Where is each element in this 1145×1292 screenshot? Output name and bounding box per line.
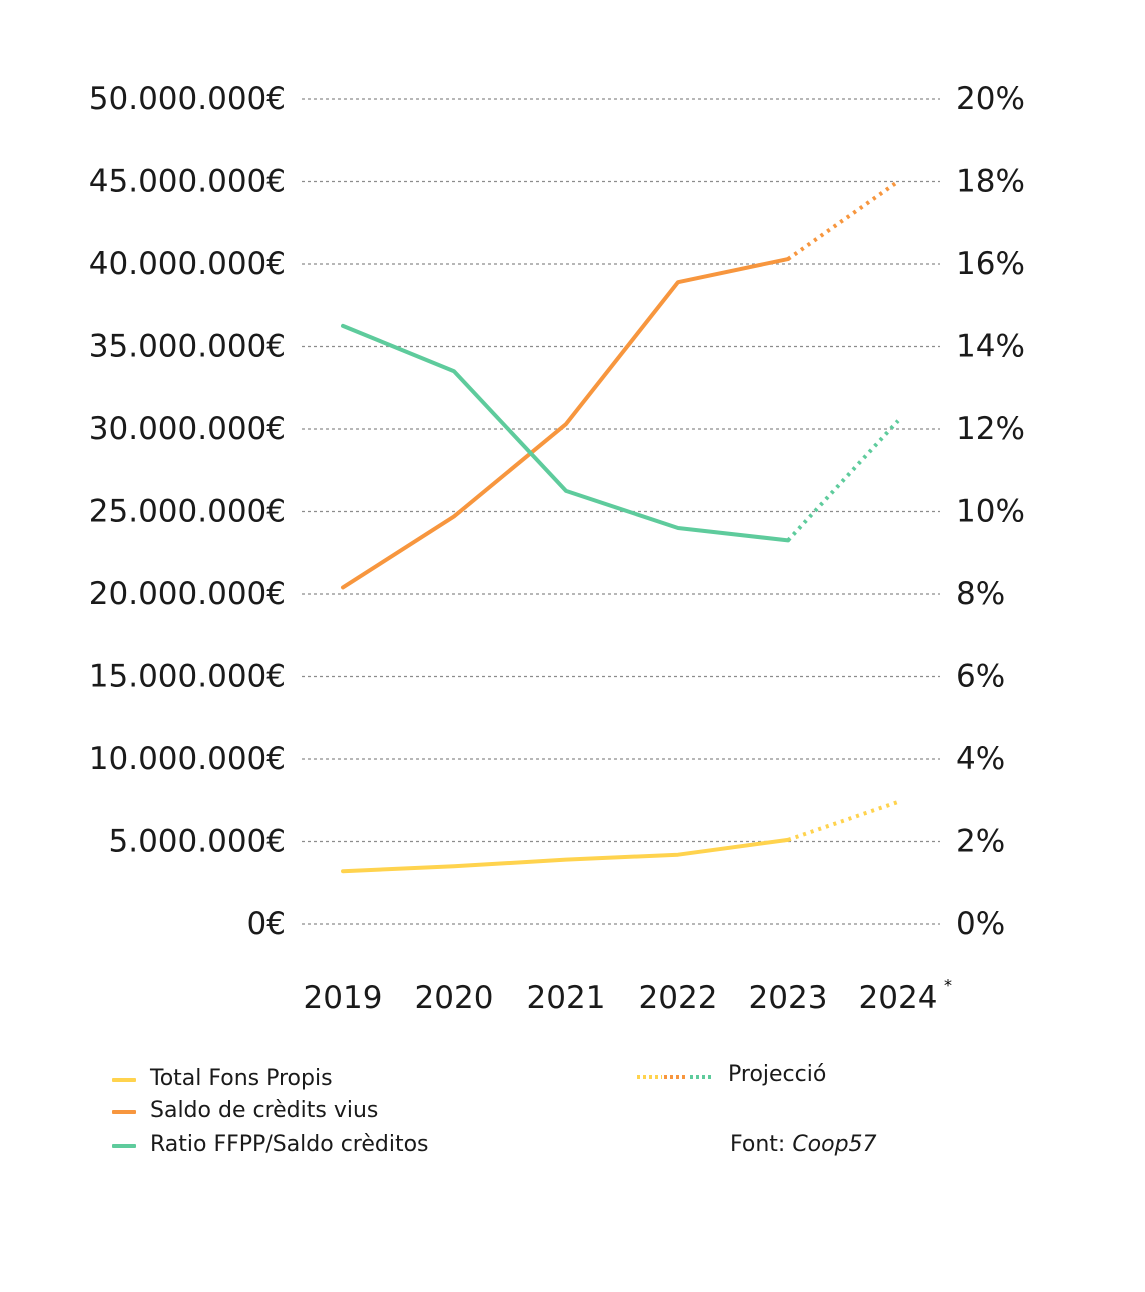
x-tick-label: 2019 <box>304 980 383 1016</box>
x-tick-label: 2024 <box>859 980 938 1016</box>
series-line-1 <box>341 257 790 590</box>
left-tick-label: 30.000.000€ <box>89 411 286 447</box>
left-tick-label: 45.000.000€ <box>89 164 286 200</box>
legend-swatch-saldo-credits <box>112 1110 136 1114</box>
source-note: Font: Coop57 <box>730 1132 877 1157</box>
left-tick-label: 20.000.000€ <box>89 576 286 612</box>
right-axis-ticks: 0% 2% 4% 6% 8% 10% 12% 14% 16% 18% 20% <box>956 81 1025 942</box>
right-tick-label: 20% <box>956 81 1025 117</box>
x-tick-label: 2023 <box>749 980 828 1016</box>
x-axis-ticks: 2019 2020 2021 2022 2023 2024 * <box>304 976 952 1017</box>
left-axis-ticks: 0€ 5.000.000€ 10.000.000€ 15.000.000€ 20.000… <box>89 81 286 942</box>
left-tick-label: 35.000.000€ <box>89 329 286 365</box>
source-prefix: Font: <box>730 1132 793 1157</box>
right-tick-label: 8% <box>956 576 1005 612</box>
right-tick-label: 14% <box>956 329 1025 365</box>
legend-label-projection: Projecció <box>728 1062 827 1087</box>
right-tick-label: 10% <box>956 494 1025 530</box>
projection-marker: * <box>944 976 952 995</box>
left-tick-label: 15.000.000€ <box>89 659 286 695</box>
grid-lines <box>302 98 940 925</box>
right-tick-label: 2% <box>956 824 1005 860</box>
right-tick-label: 12% <box>956 411 1025 447</box>
x-tick-label: 2021 <box>527 980 606 1016</box>
source-name: Coop57 <box>792 1132 877 1157</box>
left-tick-label: 5.000.000€ <box>109 824 287 860</box>
right-tick-label: 6% <box>956 659 1005 695</box>
legend-label-ratio: Ratio FFPP/Saldo crèditos <box>150 1132 429 1157</box>
legend-label-saldo-credits: Saldo de crèdits vius <box>150 1098 379 1123</box>
legend-swatch-projection <box>637 1075 714 1079</box>
legend-label-total-fons-propis: Total Fons Propis <box>150 1066 333 1091</box>
series-line-2 <box>341 323 790 543</box>
x-tick-label: 2020 <box>415 980 494 1016</box>
right-tick-label: 16% <box>956 246 1025 282</box>
left-tick-label: 10.000.000€ <box>89 741 286 777</box>
legend-swatch-ratio <box>112 1144 136 1148</box>
right-tick-label: 18% <box>956 164 1025 200</box>
legend-swatch-total-fons-propis <box>112 1078 136 1082</box>
series-projection-line-0 <box>787 800 899 842</box>
series-lines <box>341 179 900 874</box>
x-tick-label: 2022 <box>639 980 718 1016</box>
series-projection-line-1 <box>786 179 900 261</box>
left-tick-label: 40.000.000€ <box>89 246 286 282</box>
series-line-0 <box>341 837 790 874</box>
series-projection-line-2 <box>786 419 900 542</box>
left-tick-label: 0€ <box>247 906 286 942</box>
right-tick-label: 0% <box>956 906 1005 942</box>
left-tick-label: 25.000.000€ <box>89 494 286 530</box>
right-tick-label: 4% <box>956 741 1005 777</box>
left-tick-label: 50.000.000€ <box>89 81 286 117</box>
